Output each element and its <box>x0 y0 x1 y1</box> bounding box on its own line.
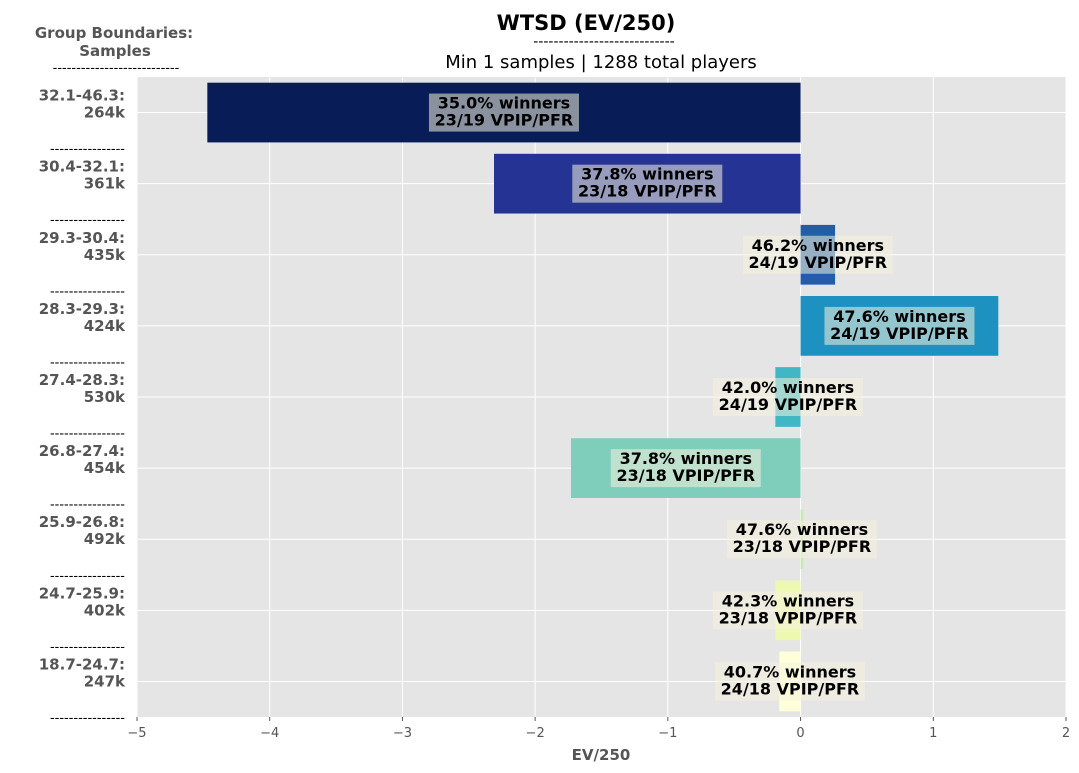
bar-vpip-label: 23/18 VPIP/PFR <box>733 537 872 556</box>
y-axis-labels: 32.1-46.3:264k----------------30.4-32.1:… <box>39 87 126 726</box>
bar-annotation-box <box>428 93 579 132</box>
y-row-separator: ---------------- <box>50 142 125 157</box>
bar-winners-label: 47.6% winners <box>833 307 965 326</box>
x-tick-label: −2 <box>526 726 545 741</box>
x-tick-label: −1 <box>658 726 677 741</box>
bar-vpip-label: 23/19 VPIP/PFR <box>435 111 574 130</box>
y-row-separator: ---------------- <box>50 498 125 513</box>
group-heading-underline: --------------------------- <box>53 61 180 76</box>
y-row-separator: ---------------- <box>50 569 125 584</box>
bar-vpip-label: 24/18 VPIP/PFR <box>721 679 860 698</box>
y-row-separator: ---------------- <box>50 640 125 655</box>
group-heading-line1: Group Boundaries: <box>35 24 193 42</box>
x-tick-label: −5 <box>127 726 146 741</box>
y-row-separator: ---------------- <box>50 355 125 370</box>
bar-annotation-box <box>610 449 761 488</box>
y-samples-label: 247k <box>84 672 126 690</box>
y-samples-label: 424k <box>84 317 126 335</box>
bar-winners-label: 42.0% winners <box>722 378 854 397</box>
bar-annotation-box <box>742 235 893 274</box>
x-tick-label: 2 <box>1062 726 1070 741</box>
y-group-label: 18.7-24.7: <box>39 655 125 673</box>
y-samples-label: 435k <box>84 246 126 264</box>
bar-winners-label: 42.3% winners <box>722 591 854 610</box>
y-group-label: 27.4-28.3: <box>39 371 125 389</box>
chart-title: WTSD (EV/250) <box>497 11 676 35</box>
y-samples-label: 530k <box>84 388 126 406</box>
y-group-label: 24.7-25.9: <box>39 584 125 602</box>
x-axis-label: EV/250 <box>572 746 631 764</box>
bar-vpip-label: 23/18 VPIP/PFR <box>616 466 755 485</box>
bar-annotation-box <box>712 591 863 630</box>
y-group-label: 29.3-30.4: <box>39 229 125 247</box>
x-tick-label: 1 <box>929 726 937 741</box>
y-samples-label: 361k <box>84 175 126 193</box>
y-group-label: 28.3-29.3: <box>39 300 125 318</box>
bar-winners-label: 37.8% winners <box>581 165 713 184</box>
y-group-label: 25.9-26.8: <box>39 513 125 531</box>
group-heading-line2: Samples <box>79 42 151 60</box>
y-row-separator: ---------------- <box>50 711 125 726</box>
x-tick-label: 0 <box>796 726 804 741</box>
y-row-separator: ---------------- <box>50 284 125 299</box>
bar-winners-label: 40.7% winners <box>724 662 856 681</box>
y-group-label: 30.4-32.1: <box>39 158 125 176</box>
bar-annotation-box <box>572 164 723 203</box>
bar-vpip-label: 24/19 VPIP/PFR <box>749 253 888 272</box>
x-tick-label: −3 <box>393 726 412 741</box>
y-samples-label: 492k <box>84 530 126 548</box>
bar-annotation-box <box>714 662 865 701</box>
y-group-label: 32.1-46.3: <box>39 87 125 105</box>
y-row-separator: ---------------- <box>50 427 125 442</box>
y-samples-label: 402k <box>84 601 126 619</box>
bar-winners-label: 46.2% winners <box>752 236 884 255</box>
bar-vpip-label: 24/19 VPIP/PFR <box>719 395 858 414</box>
title-underline: ---------------------------- <box>533 34 674 50</box>
bar-vpip-label: 24/19 VPIP/PFR <box>830 324 969 343</box>
y-row-separator: ---------------- <box>50 213 125 228</box>
bar-annotation-box <box>712 378 863 416</box>
bar-winners-label: 47.6% winners <box>736 520 868 539</box>
bar-winners-label: 35.0% winners <box>438 94 570 113</box>
x-axis-ticks: −5 −4 −3 −2 −1 0 1 2 <box>127 717 1070 741</box>
bar-annotation-box <box>824 306 975 345</box>
bar-annotation-box <box>726 520 877 559</box>
bar-winners-label: 37.8% winners <box>620 449 752 468</box>
y-samples-label: 264k <box>84 104 126 122</box>
y-group-label: 26.8-27.4: <box>39 442 125 460</box>
chart-subtitle: Min 1 samples | 1288 total players <box>445 52 757 73</box>
y-samples-label: 454k <box>84 459 126 477</box>
x-tick-label: −4 <box>260 726 279 741</box>
bar-vpip-label: 23/18 VPIP/PFR <box>578 182 717 201</box>
bar-vpip-label: 23/18 VPIP/PFR <box>719 608 858 627</box>
